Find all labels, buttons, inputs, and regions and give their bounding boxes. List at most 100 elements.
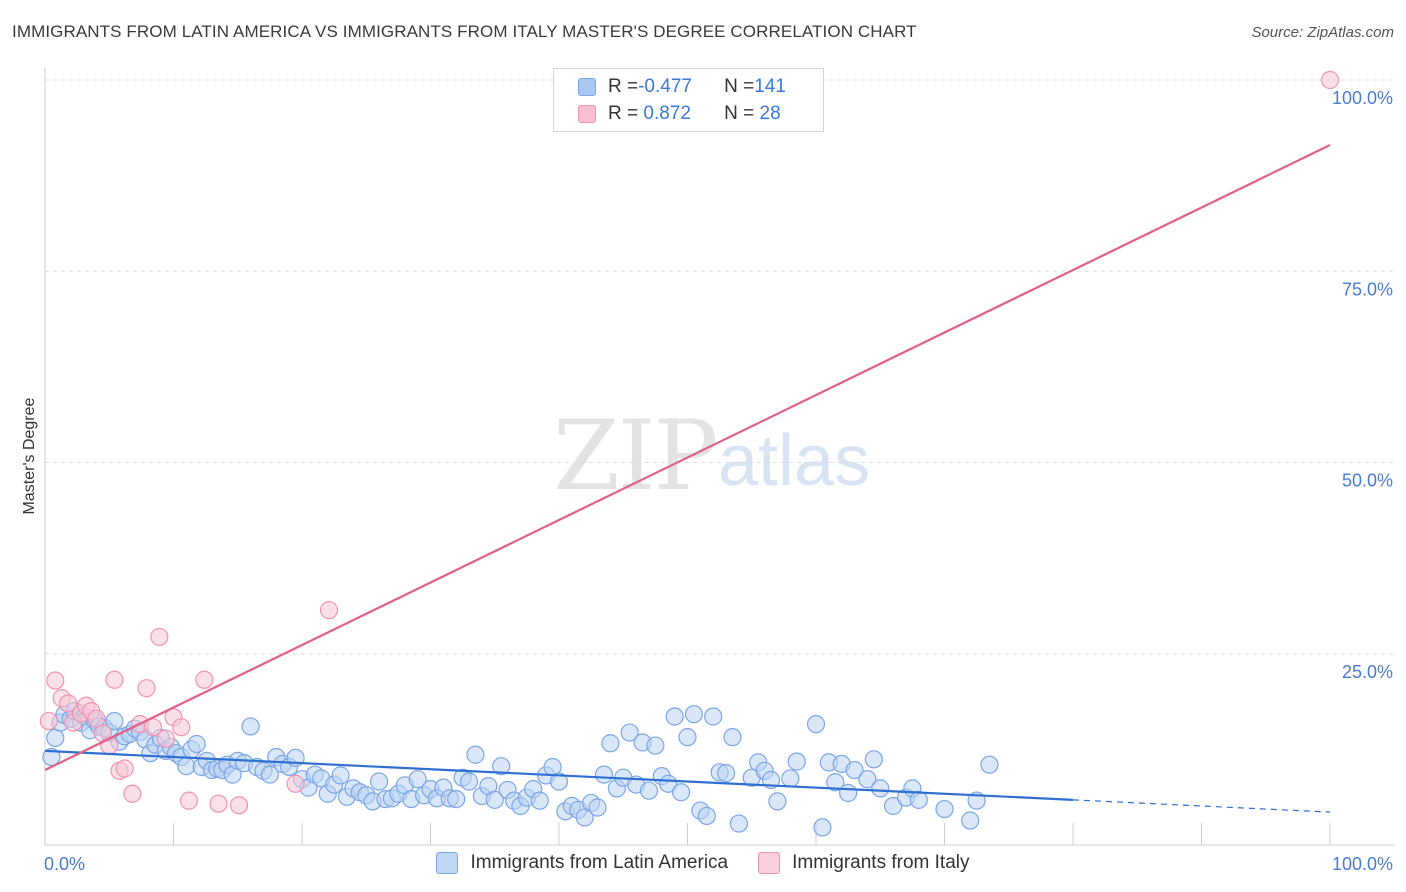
data-point — [123, 784, 142, 803]
data-point — [105, 711, 124, 731]
legend-row-latin-america: R = -0.477 N = 141 — [578, 74, 786, 100]
data-point — [697, 806, 716, 826]
data-point — [813, 818, 832, 837]
legend-r-value: 0.872 — [638, 103, 691, 124]
data-point — [781, 769, 800, 788]
data-point — [871, 779, 890, 798]
data-point — [156, 729, 175, 748]
data-point — [46, 728, 65, 748]
legend-n-label: N = — [724, 103, 755, 124]
legend-label-latin-america: Immigrants from Latin America — [470, 852, 729, 873]
data-point — [105, 670, 124, 689]
y-tick-label: 50.0% — [1342, 471, 1393, 491]
data-point — [241, 717, 260, 736]
legend-r-value: -0.477 — [638, 76, 692, 97]
legend-r-label: R = — [608, 103, 639, 124]
data-point — [671, 783, 691, 802]
data-point — [286, 774, 305, 793]
data-point — [172, 718, 191, 737]
y-tick-label: 75.0% — [1342, 279, 1393, 299]
legend-swatch-italy — [578, 105, 596, 123]
legend-n-value: 141 — [754, 76, 786, 97]
series-latin-america — [42, 702, 999, 837]
trend-line-extension — [1072, 799, 1331, 813]
data-point — [684, 705, 704, 724]
legend-swatch-latin-america — [578, 78, 596, 96]
data-point — [331, 766, 350, 785]
data-point — [492, 757, 511, 776]
data-point — [883, 796, 903, 816]
data-point — [845, 760, 864, 780]
legend-swatch-latin-america — [436, 852, 459, 874]
data-point — [716, 763, 736, 783]
data-point — [115, 759, 134, 778]
data-point — [42, 747, 61, 767]
legend-label-italy: Immigrants from Italy — [792, 852, 970, 873]
data-point — [319, 601, 339, 620]
data-point — [195, 670, 214, 689]
legend-item-latin-america: Immigrants from Latin America — [436, 852, 728, 874]
data-point — [723, 728, 742, 747]
legend-n-label: N = — [724, 76, 755, 97]
data-point — [466, 745, 485, 764]
data-point — [665, 707, 684, 726]
data-point — [729, 814, 749, 833]
data-point — [646, 736, 665, 755]
data-point — [408, 770, 427, 789]
y-tick-label: 25.0% — [1342, 662, 1393, 682]
data-point — [59, 694, 78, 713]
data-point — [137, 679, 156, 698]
data-point — [909, 790, 928, 809]
data-point — [1320, 70, 1340, 90]
data-point — [620, 723, 639, 742]
trend-line — [44, 144, 1331, 772]
data-point — [639, 781, 659, 800]
correlation-legend: R = -0.477 N = 141 R = 0.872 N = 28 — [553, 68, 824, 132]
series-italy — [39, 70, 1340, 815]
data-point — [980, 755, 999, 774]
legend-r-label: R = — [608, 76, 639, 97]
data-point — [177, 757, 196, 776]
data-point — [787, 752, 806, 771]
source-label: Source: ZipAtlas.com — [1251, 24, 1394, 41]
data-point — [601, 734, 620, 753]
data-point — [839, 783, 858, 803]
series-legend: Immigrants from Latin America Immigrants… — [0, 852, 1406, 874]
data-point — [806, 715, 826, 734]
data-point — [858, 770, 877, 789]
data-point — [768, 792, 787, 811]
data-point — [370, 772, 389, 791]
data-point — [179, 791, 199, 810]
data-point — [678, 728, 697, 747]
x-tick-label: 0.0% — [44, 854, 85, 874]
y-tick-label: 100.0% — [1332, 88, 1393, 108]
data-point — [39, 711, 58, 731]
chart-title: IMMIGRANTS FROM LATIN AMERICA VS IMMIGRA… — [12, 22, 917, 41]
y-axis-label: Master's Degree — [21, 397, 38, 514]
data-point — [447, 789, 466, 809]
legend-swatch-italy — [758, 852, 781, 874]
legend-row-italy: R = 0.872 N = 28 — [578, 101, 781, 127]
data-point — [260, 765, 279, 784]
trend-lines — [44, 144, 1331, 813]
data-point — [229, 796, 249, 815]
legend-item-italy: Immigrants from Italy — [758, 852, 970, 874]
data-point — [826, 773, 845, 792]
data-point — [187, 734, 206, 754]
data-point — [935, 799, 954, 819]
watermark-atlas: atlas — [718, 421, 871, 501]
legend-n-value: 28 — [754, 103, 781, 124]
data-point — [46, 671, 65, 690]
grid-lines — [45, 79, 1395, 655]
tick-labels: 25.0% 50.0% 75.0% 100.0% 0.0% 100.0% — [44, 88, 1393, 874]
data-point — [209, 794, 228, 813]
data-point — [704, 707, 723, 726]
data-point — [594, 765, 614, 784]
data-point — [864, 750, 883, 769]
data-point — [150, 627, 169, 647]
data-point — [459, 772, 479, 791]
data-point — [485, 790, 504, 809]
data-point — [530, 791, 549, 810]
x-tick-label: 100.0% — [1332, 854, 1393, 874]
